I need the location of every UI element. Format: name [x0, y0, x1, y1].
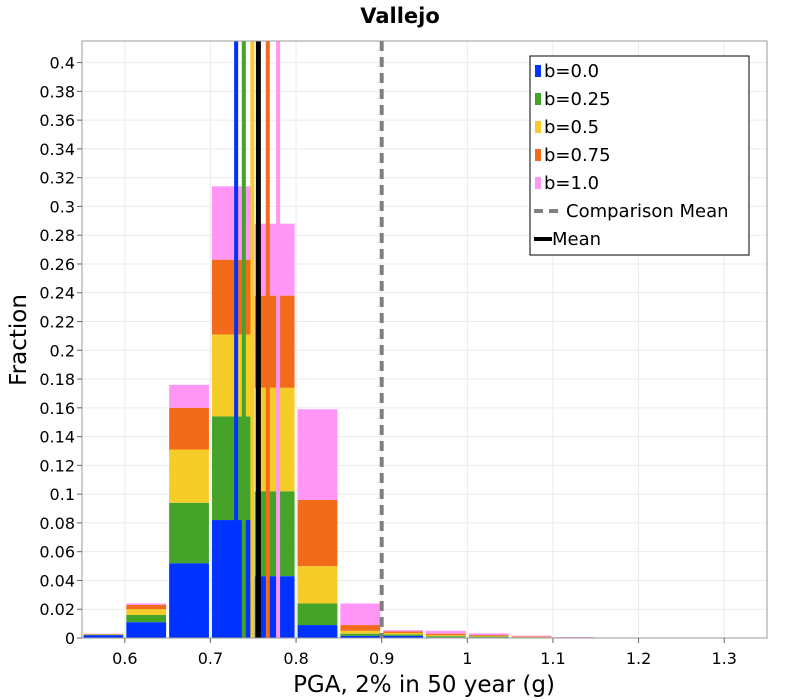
- y-tick-label: 0.38: [39, 82, 75, 101]
- y-tick-label: 0.34: [39, 140, 75, 159]
- bar-segment-b=1.0: [297, 409, 338, 500]
- x-tick-label: 1.3: [711, 649, 736, 668]
- legend-box: [529, 55, 750, 256]
- legend-label: b=0.75: [544, 145, 611, 166]
- x-tick-label: 0.6: [112, 649, 137, 668]
- bar-segment-b=0.25: [468, 636, 509, 638]
- bar-segment-b=0.5: [383, 632, 423, 635]
- x-axis-label: PGA, 2% in 50 year (g): [293, 672, 555, 698]
- bar-segment-b=0.0: [254, 576, 295, 638]
- x-tick-label: 1.2: [626, 649, 651, 668]
- y-tick-label: 0.02: [39, 600, 75, 619]
- legend-label: b=1.0: [544, 173, 599, 194]
- bar-segment-b=0.75: [426, 633, 466, 636]
- legend-swatch-b=1.0: [535, 177, 541, 189]
- y-tick-label: 0: [65, 629, 75, 648]
- bar-segment-b=0.25: [126, 614, 167, 623]
- x-tick-label: 1: [462, 649, 472, 668]
- legend-label: b=0.0: [544, 61, 599, 82]
- bar-segment-b=0.75: [511, 636, 552, 638]
- x-tick-label: 0.8: [283, 649, 308, 668]
- bar-segment-b=1.0: [468, 633, 509, 636]
- bar-segment-b=0.75: [126, 604, 167, 610]
- y-tick-label: 0.24: [39, 284, 75, 303]
- legend-swatch-b=0.5: [535, 121, 541, 133]
- bar-segment-b=0.75: [169, 407, 209, 450]
- bar-segment-b=0.0: [169, 563, 209, 638]
- bar-segment-b=0.5: [254, 387, 295, 492]
- y-tick-label: 0.4: [50, 54, 75, 73]
- bar-segment-b=0.75: [254, 295, 295, 388]
- bar-segment-b=0.75: [340, 625, 381, 631]
- y-tick-label: 0.36: [39, 111, 75, 130]
- y-tick-label: 0.16: [39, 399, 75, 418]
- y-tick-label: 0.2: [50, 341, 75, 360]
- y-tick-label: 0.26: [39, 255, 75, 274]
- bar-segment-b=0.0: [340, 635, 381, 638]
- bar-segment-b=0.5: [297, 566, 338, 604]
- bars: [83, 186, 595, 638]
- bar-segment-b=0.25: [169, 502, 209, 564]
- legend: b=0.0 b=0.25 b=0.5 b=0.75 b=1.0 Comparison Me…: [529, 55, 750, 256]
- bar-segment-b=0.5: [468, 635, 509, 637]
- y-tick-label: 0.04: [39, 571, 75, 590]
- bar-segment-b=1.0: [511, 635, 552, 637]
- y-tick-label: 0.3: [50, 197, 75, 216]
- legend-label: b=0.25: [544, 89, 611, 110]
- legend-label: Comparison Mean: [566, 201, 729, 222]
- bar-segment-b=0.5: [426, 635, 466, 637]
- bar-segment-b=0.25: [426, 636, 466, 638]
- x-tick-label: 0.9: [369, 649, 394, 668]
- bar-segment-b=1.0: [340, 603, 381, 626]
- y-tick-label: 0.08: [39, 514, 75, 533]
- y-tick-label: 0.18: [39, 370, 75, 389]
- bar-segment-b=0.0: [126, 622, 167, 638]
- bar-segment-b=0.75: [383, 631, 423, 633]
- bar-segment-b=0.0: [83, 635, 124, 638]
- bar-segment-b=0.75: [468, 635, 509, 636]
- bar-segment-b=0.25: [340, 633, 381, 636]
- legend-swatch-b=0.25: [535, 93, 541, 105]
- chart-title: Vallejo: [360, 4, 440, 28]
- x-tick-label: 0.7: [198, 649, 223, 668]
- bar-segment-b=1.0: [169, 384, 209, 408]
- bar-segment-b=0.5: [340, 630, 381, 634]
- x-axis-ticks: 0.6 0.7 0.8 0.9 1 1.1 1.2 1.3: [112, 638, 737, 668]
- y-tick-label: 0.14: [39, 428, 75, 447]
- bar-segment-b=1.0: [126, 603, 167, 605]
- bar-segment-b=0.5: [126, 609, 167, 615]
- x-tick-label: 1.1: [540, 649, 565, 668]
- mean-lines: [234, 41, 384, 638]
- plot-frame: [81, 40, 768, 639]
- y-tick-label: 0.28: [39, 226, 75, 245]
- bar-segment-b=0.25: [297, 603, 338, 626]
- legend-label: b=0.5: [544, 117, 599, 138]
- bar-segment-b=0.75: [297, 499, 338, 567]
- bar-segment-b=1.0: [383, 630, 423, 632]
- y-tick-label: 0.06: [39, 543, 75, 562]
- y-tick-label: 0.12: [39, 456, 75, 475]
- bar-segment-b=0.5: [169, 449, 209, 503]
- bar-segment-b=1.0: [254, 223, 295, 296]
- bar-segment-b=1.0: [426, 630, 466, 634]
- bar-segment-b=0.25: [254, 491, 295, 577]
- y-tick-label: 0.1: [50, 485, 75, 504]
- bar-segment-b=0.0: [297, 625, 338, 638]
- y-axis-label: Fraction: [6, 294, 32, 386]
- bar-segment-b=0.0: [383, 635, 423, 638]
- y-tick-label: 0.22: [39, 313, 75, 332]
- y-tick-label: 0.32: [39, 169, 75, 188]
- legend-swatch-b=0.0: [535, 65, 541, 77]
- y-axis-ticks: 0 0.02 0.04 0.06 0.08 0.1 0.12 0.14 0.16 0.18 0.2 0…: [39, 54, 82, 648]
- bar-segment-b=0.25: [383, 634, 423, 636]
- legend-swatch-b=0.75: [535, 149, 541, 161]
- legend-label: Mean: [552, 229, 601, 250]
